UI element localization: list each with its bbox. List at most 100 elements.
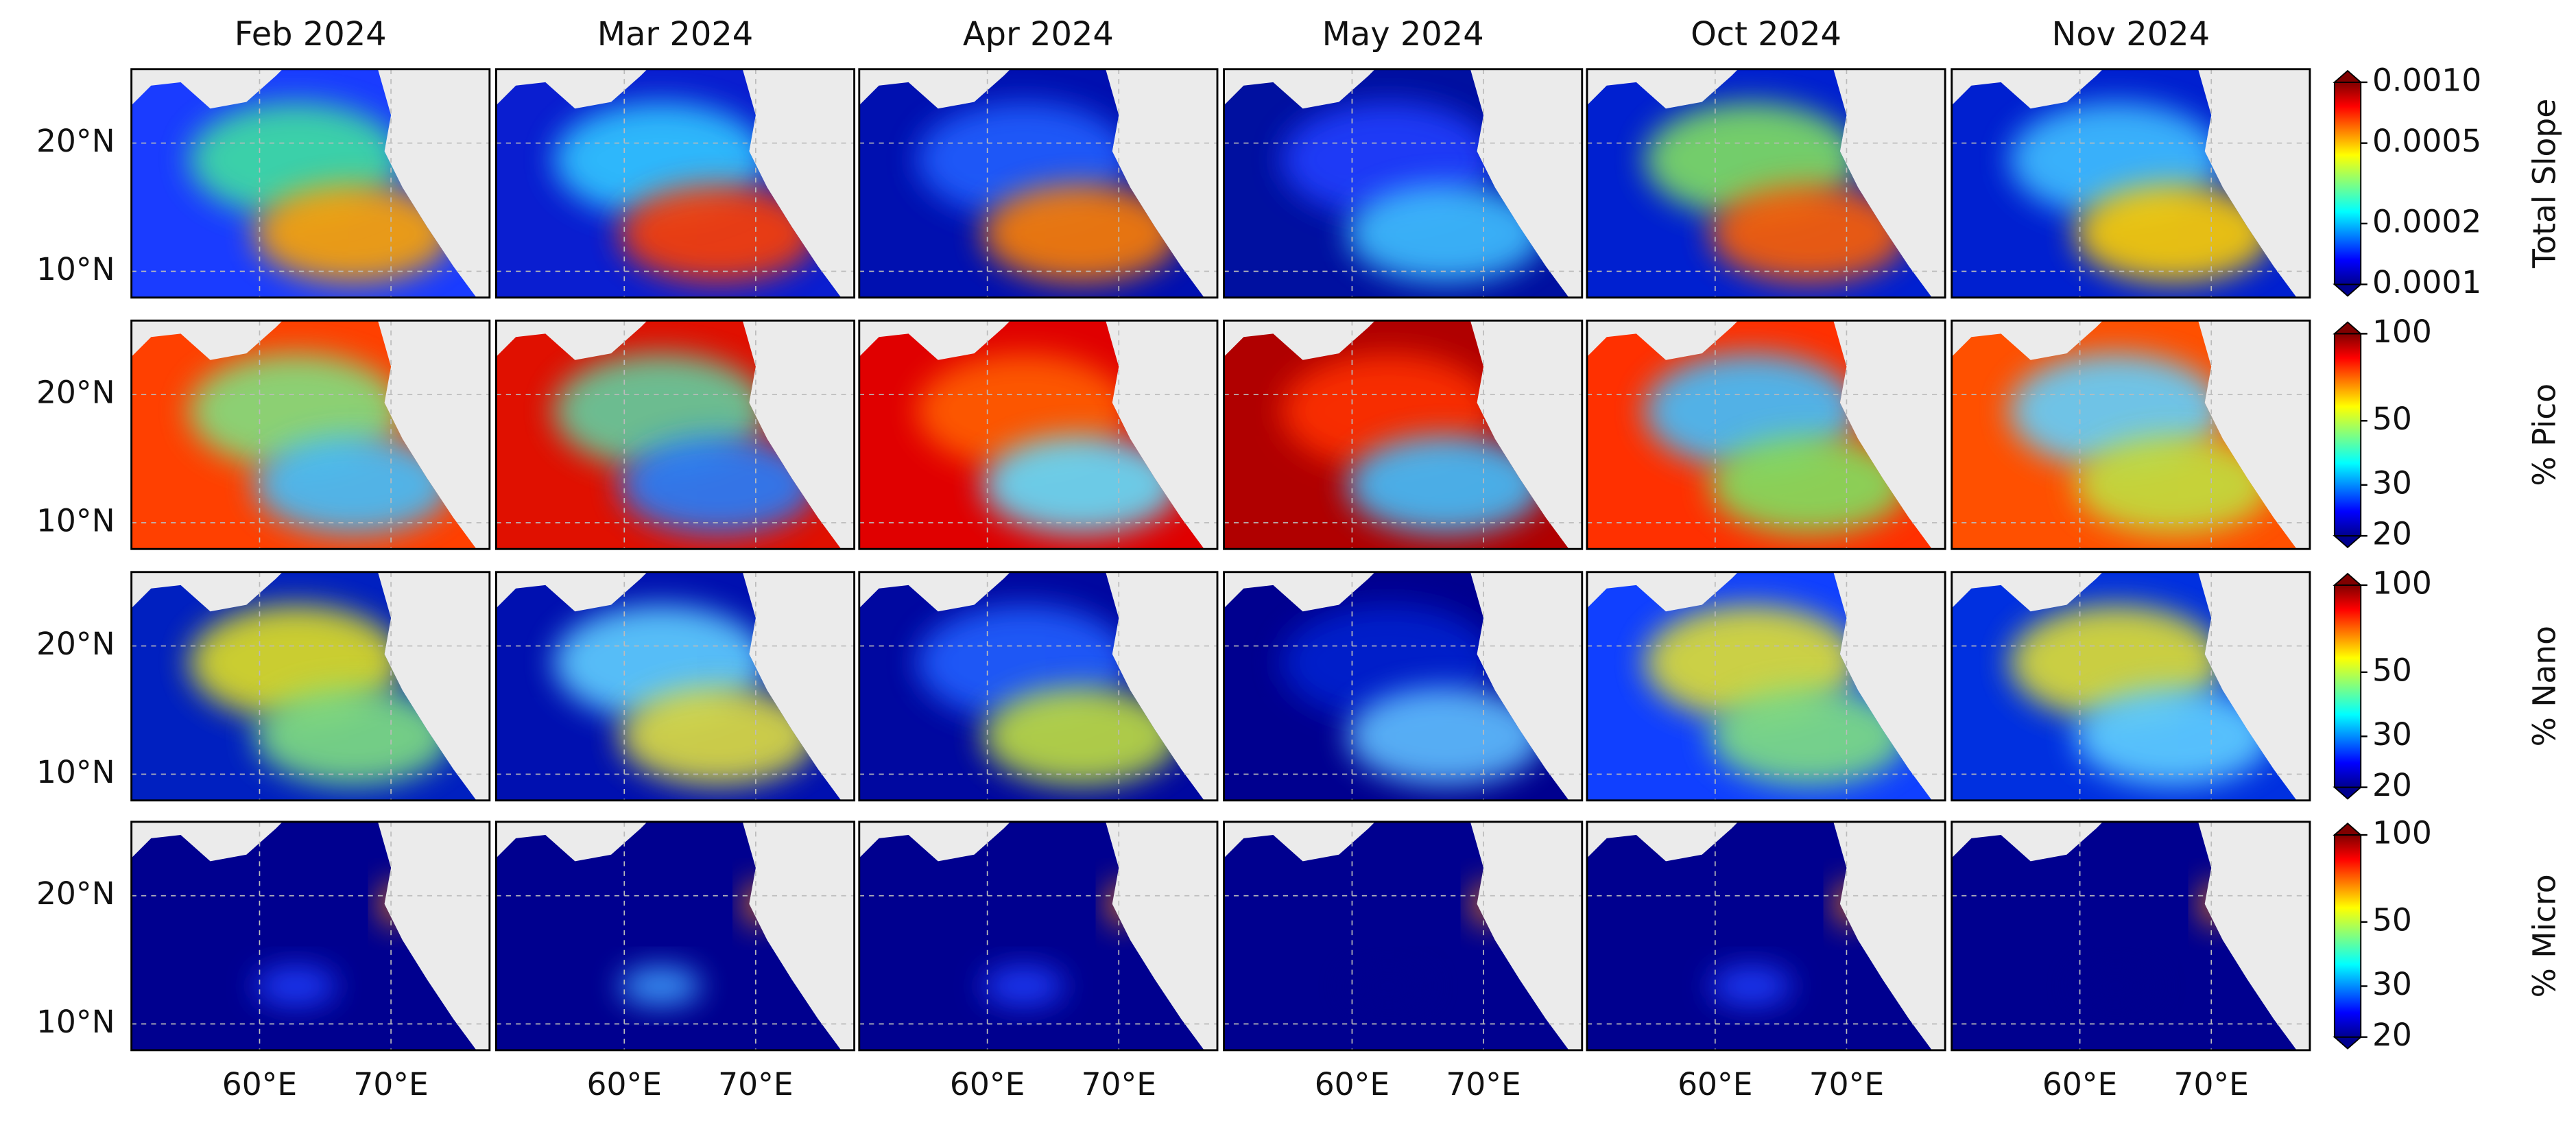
colorbar-cap: [2333, 1036, 2363, 1050]
pattern: [982, 184, 1180, 283]
lon-tick-label: 60°E: [2042, 1066, 2117, 1102]
colorbar-tick-label: 0.0002: [2372, 203, 2481, 239]
colorbar: [2333, 333, 2362, 537]
panel-frame: [1223, 821, 1584, 1052]
lat-tick-label: 10°N: [36, 251, 115, 287]
colorbar-tick-label: 0.0005: [2372, 123, 2481, 159]
colorbar-label: % Micro: [2526, 874, 2562, 998]
pattern: [1710, 435, 1908, 534]
column-title: Apr 2024: [963, 16, 1114, 54]
colorbar-tick-label: 100: [2372, 565, 2432, 601]
colorbar-tick-label: 30: [2372, 464, 2412, 501]
column-title: Oct 2024: [1691, 16, 1841, 54]
panel-frame: [494, 571, 856, 802]
pattern: [254, 184, 452, 283]
pattern: [1347, 687, 1545, 786]
pattern: [619, 435, 817, 534]
colorbar-tick-label: 100: [2372, 314, 2432, 350]
pattern: [982, 966, 1065, 1006]
colorbar-cap: [2333, 822, 2363, 836]
map-panel: [1223, 821, 1584, 1052]
panel-frame: [130, 821, 491, 1052]
colorbar-cap: [2333, 321, 2363, 335]
panel-frame: [130, 571, 491, 802]
panel-frame: [1951, 68, 2311, 299]
pattern: [254, 687, 452, 786]
pattern: [2075, 435, 2272, 534]
colorbar-cap: [2333, 572, 2363, 586]
ocean: [859, 571, 1204, 801]
colorbar: [2333, 584, 2362, 788]
column-title: Nov 2024: [2052, 16, 2210, 54]
pattern: [2075, 966, 2158, 1006]
map-panel: [858, 571, 1219, 802]
pattern: [254, 435, 452, 534]
lon-tick-label: 60°E: [1315, 1066, 1390, 1102]
lon-tick-label: 70°E: [1082, 1066, 1156, 1102]
colorbar-tick-label: 20: [2372, 767, 2412, 803]
panel-frame: [1586, 571, 1946, 802]
colorbar-tick-label: 50: [2372, 652, 2412, 688]
lon-tick-label: 70°E: [1446, 1066, 1520, 1102]
map-panel: [494, 68, 856, 299]
pattern: [1347, 966, 1430, 1006]
column-title: May 2024: [1322, 16, 1484, 54]
colorbar-tick-label: 20: [2372, 1017, 2412, 1053]
panel-frame: [1223, 571, 1584, 802]
panel-frame: [130, 319, 491, 550]
colorbar-cap: [2333, 786, 2363, 800]
map-panel: [130, 68, 491, 299]
lat-tick-label: 10°N: [36, 1004, 115, 1040]
lon-tick-label: 60°E: [587, 1066, 662, 1102]
panel-frame: [1586, 68, 1946, 299]
colorbar-tick-label: 20: [2372, 516, 2412, 552]
map-panel: [1586, 821, 1946, 1052]
panel-frame: [130, 68, 491, 299]
map-panel: [1223, 571, 1584, 802]
colorbar: [2333, 81, 2362, 285]
map-panel: [1951, 571, 2311, 802]
pattern: [2075, 687, 2272, 786]
panel-frame: [494, 821, 856, 1052]
colorbar-cap: [2333, 283, 2363, 297]
pattern: [982, 435, 1180, 534]
panel-frame: [494, 319, 856, 550]
panel-frame: [494, 68, 856, 299]
lon-tick-label: 70°E: [1809, 1066, 1884, 1102]
column-title: Mar 2024: [597, 16, 753, 54]
lon-tick-label: 60°E: [1678, 1066, 1752, 1102]
ocean: [131, 320, 477, 550]
map-panel: [858, 821, 1219, 1052]
panel-frame: [1586, 821, 1946, 1052]
pattern: [1710, 184, 1908, 283]
map-panel: [858, 319, 1219, 550]
ocean: [1586, 571, 1932, 801]
pattern: [619, 687, 817, 786]
colorbar-tick-label: 50: [2372, 901, 2412, 938]
panel-frame: [1223, 68, 1584, 299]
map-panel: [1951, 68, 2311, 299]
map-panel: [1586, 319, 1946, 550]
colorbar-label: % Nano: [2526, 626, 2562, 746]
lon-tick-label: 70°E: [718, 1066, 793, 1102]
lat-tick-label: 20°N: [36, 375, 115, 411]
map-panel: [1586, 68, 1946, 299]
map-panel: [494, 319, 856, 550]
ocean: [1586, 69, 1932, 298]
lat-tick-label: 10°N: [36, 502, 115, 539]
colorbar-tick-label: 50: [2372, 401, 2412, 437]
map-panel: [858, 68, 1219, 299]
pattern: [982, 687, 1180, 786]
colorbar-tick-label: 0.0010: [2372, 62, 2481, 98]
colorbar-tick-label: 0.0001: [2372, 264, 2481, 300]
map-panel: [130, 571, 491, 802]
panel-frame: [858, 821, 1219, 1052]
map-panel: [1951, 821, 2311, 1052]
colorbar-cap: [2333, 69, 2363, 83]
colorbar-tick-label: 30: [2372, 966, 2412, 1002]
lat-tick-label: 20°N: [36, 626, 115, 662]
colorbar-label: % Pico: [2526, 384, 2562, 486]
lon-tick-label: 70°E: [2174, 1066, 2249, 1102]
colorbar-tick-label: 30: [2372, 716, 2412, 753]
